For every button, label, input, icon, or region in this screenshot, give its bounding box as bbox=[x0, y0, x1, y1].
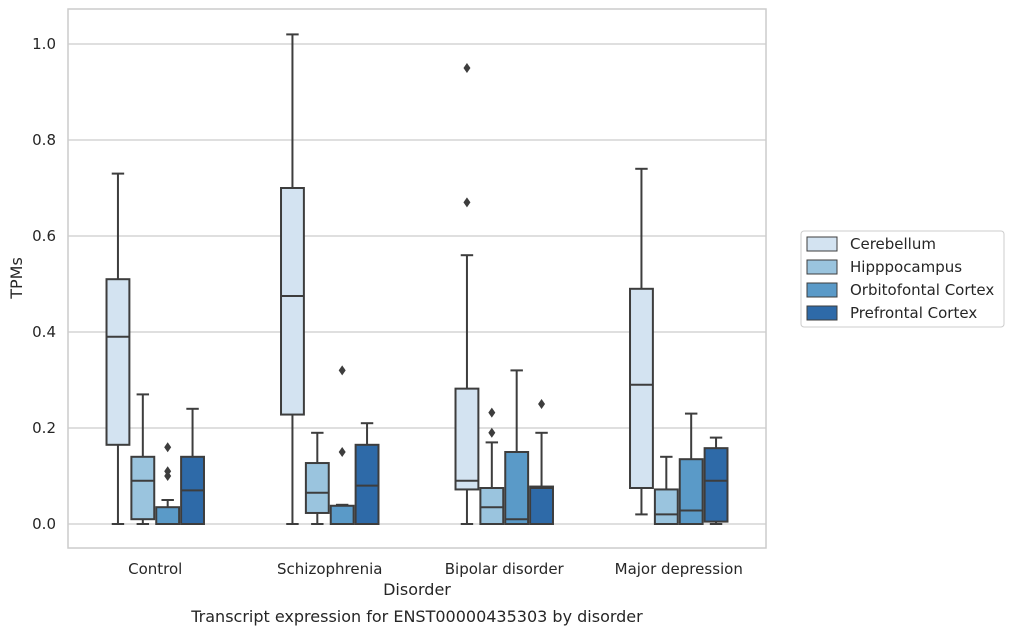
box-2-3 bbox=[678, 412, 704, 526]
box-body bbox=[105, 278, 131, 446]
box-body bbox=[155, 506, 181, 526]
box-1-2 bbox=[479, 407, 505, 525]
box-0-1 bbox=[280, 33, 305, 525]
y-tick-label: 0.6 bbox=[32, 227, 56, 245]
outlier-point bbox=[463, 197, 471, 208]
legend-swatch bbox=[806, 282, 838, 298]
box-0-3 bbox=[629, 167, 654, 516]
outlier-point bbox=[164, 466, 172, 477]
box-body bbox=[280, 187, 305, 416]
box-body bbox=[529, 485, 554, 525]
legend-swatch bbox=[806, 236, 838, 252]
legend-label: Prefrontal Cortex bbox=[850, 304, 977, 322]
outlier-point bbox=[338, 365, 346, 376]
box-body bbox=[629, 287, 654, 489]
y-tick-label: 0.2 bbox=[32, 419, 56, 437]
box-1-3 bbox=[653, 455, 679, 526]
boxes bbox=[105, 33, 729, 526]
box-2-1 bbox=[329, 365, 355, 526]
x-tick-label: Control bbox=[128, 560, 182, 578]
legend-swatch bbox=[806, 259, 838, 275]
y-tick-label: 0.0 bbox=[32, 515, 56, 533]
box-body bbox=[479, 487, 505, 525]
box-3-1 bbox=[354, 422, 380, 525]
y-tick-labels: 0.0 0.2 0.4 0.6 0.8 1.0 bbox=[32, 35, 56, 533]
box-0-2 bbox=[454, 63, 480, 525]
box-3-3 bbox=[703, 436, 729, 525]
grid-lines bbox=[68, 43, 766, 525]
outlier-point bbox=[463, 63, 471, 73]
box-3-0 bbox=[180, 407, 205, 525]
x-tick-labels: Control Schizophrenia Bipolar disorder Majo… bbox=[128, 560, 743, 578]
legend-frame bbox=[800, 230, 1005, 328]
box-body bbox=[130, 455, 156, 521]
x-tick-label: Schizophrenia bbox=[277, 560, 382, 578]
box-body bbox=[354, 443, 380, 525]
box-body bbox=[504, 451, 530, 525]
outlier-point bbox=[538, 399, 546, 409]
box-body bbox=[304, 462, 330, 514]
box-3-2 bbox=[529, 399, 554, 525]
figure-caption: Transcript expression for ENST0000043530… bbox=[190, 607, 643, 626]
legend-label: Hipppocampus bbox=[850, 258, 962, 276]
legend-label: Orbitofontal Cortex bbox=[850, 281, 994, 299]
y-axis-label: TPMs bbox=[7, 257, 26, 300]
box-2-2 bbox=[504, 369, 530, 525]
box-body bbox=[653, 488, 679, 526]
legend-label: Cerebellum bbox=[850, 235, 936, 253]
legend-swatch bbox=[806, 305, 838, 321]
box-body bbox=[454, 387, 480, 491]
box-1-1 bbox=[304, 431, 330, 525]
outlier-point bbox=[338, 447, 346, 457]
box-body bbox=[329, 504, 355, 526]
outlier-point bbox=[164, 442, 172, 453]
y-tick-label: 0.8 bbox=[32, 131, 56, 149]
x-axis-label: Disorder bbox=[383, 580, 451, 599]
y-tick-label: 0.4 bbox=[32, 323, 56, 341]
outlier-point bbox=[488, 427, 496, 438]
box-1-0 bbox=[130, 393, 156, 525]
x-tick-label: Bipolar disorder bbox=[445, 560, 565, 578]
box-body bbox=[703, 447, 729, 523]
outlier-point bbox=[488, 407, 496, 418]
box-2-0 bbox=[155, 442, 181, 526]
box-0-0 bbox=[105, 172, 131, 525]
plot-frame bbox=[67, 8, 767, 549]
box-body bbox=[678, 458, 704, 526]
y-tick-label: 1.0 bbox=[32, 35, 56, 53]
x-tick-label: Major depression bbox=[615, 560, 743, 578]
legend: Cerebellum Hipppocampus Orbitofontal Corte… bbox=[800, 230, 1005, 328]
